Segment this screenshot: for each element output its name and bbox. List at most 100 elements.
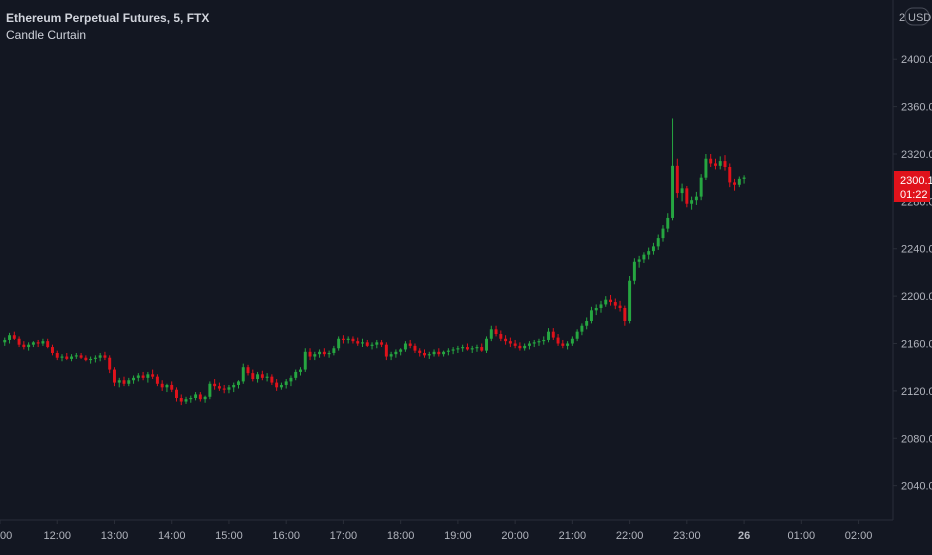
candle-body	[79, 355, 83, 358]
candle	[12, 331, 16, 340]
currency-badge[interactable]	[904, 7, 930, 26]
price-tick-label: 2040.0	[901, 481, 932, 493]
last-price-tag: 2300.1 01:22	[894, 171, 932, 202]
candle-body	[136, 375, 140, 378]
candle-body	[246, 367, 250, 374]
candle	[227, 384, 231, 394]
candle-body	[465, 347, 469, 350]
indicator-name[interactable]: Candle Curtain	[6, 28, 87, 42]
candle-body	[470, 348, 474, 350]
candle	[141, 371, 145, 381]
candle	[365, 339, 369, 348]
candle	[127, 377, 131, 387]
candle	[733, 178, 737, 191]
candle	[217, 382, 221, 391]
candle	[527, 341, 531, 350]
candle	[74, 352, 78, 359]
candle	[208, 381, 212, 400]
candle-body	[132, 377, 136, 381]
candle-body	[489, 329, 493, 339]
candle-body	[127, 380, 131, 384]
price-axis[interactable]: 2040.02080.02120.02160.02200.02240.02280…	[893, 54, 932, 493]
candle	[446, 348, 450, 356]
candle-body	[671, 165, 675, 218]
candle-body	[36, 342, 40, 344]
candle	[289, 375, 293, 387]
candle	[575, 329, 579, 342]
candle	[17, 336, 21, 348]
candle	[112, 367, 116, 387]
candle-body	[217, 386, 221, 389]
candle-body	[189, 397, 193, 400]
candle-body	[713, 163, 717, 166]
candle	[423, 349, 426, 358]
candle-body	[27, 344, 31, 348]
time-tick-label: 00	[0, 530, 12, 542]
candle-body	[375, 342, 379, 345]
candle-body	[31, 342, 35, 345]
candle	[613, 298, 617, 310]
candle-body	[656, 238, 660, 247]
candle	[308, 348, 312, 361]
candle	[394, 349, 398, 358]
candle	[389, 351, 393, 361]
candle-body	[666, 217, 670, 229]
candle	[46, 338, 50, 349]
candle	[609, 294, 613, 306]
candle-body	[8, 335, 12, 340]
candle-body	[146, 374, 150, 378]
candle-body	[585, 321, 589, 326]
price-tick-label: 2320.0	[901, 149, 932, 161]
candle-body	[332, 348, 336, 353]
candle-body	[704, 158, 708, 178]
candle-body	[432, 351, 436, 355]
candle-body	[389, 354, 393, 357]
symbol-title[interactable]: Ethereum Perpetual Futures, 5, FTX	[6, 11, 210, 25]
candle	[427, 351, 431, 359]
candle	[65, 352, 69, 361]
candle-body	[213, 383, 217, 387]
candle-body	[399, 349, 403, 352]
candle	[117, 377, 121, 388]
candle-body	[55, 352, 59, 358]
candle-body	[451, 349, 455, 351]
candle	[723, 155, 727, 171]
candle-body	[408, 343, 412, 346]
candle	[399, 348, 403, 356]
candle	[566, 341, 570, 350]
candle	[284, 379, 288, 389]
candle	[604, 296, 608, 307]
candle-body	[356, 341, 360, 344]
candle	[418, 348, 422, 357]
candle-body	[609, 299, 613, 303]
candle-body	[284, 381, 288, 385]
time-axis[interactable]: 00 12:00 13:00 14:00 15:00 16:00 17:00 18:00 19:…	[0, 520, 872, 542]
candle	[146, 371, 150, 383]
candle-body	[637, 259, 641, 262]
candle	[456, 345, 460, 353]
candle	[642, 252, 646, 263]
time-tick-label: 20:00	[501, 530, 529, 542]
candle-body	[423, 352, 426, 356]
candle-body	[504, 338, 508, 342]
time-tick-label: 17:00	[330, 530, 358, 542]
candle-body	[380, 342, 384, 345]
candle	[580, 323, 584, 336]
candle	[189, 395, 193, 403]
candle	[537, 338, 541, 346]
candle-body	[346, 338, 350, 340]
currency-label[interactable]: 2 USD	[899, 7, 931, 26]
candle-body	[542, 339, 546, 342]
candle	[160, 380, 164, 391]
candle-body	[108, 357, 112, 370]
candle	[675, 158, 679, 198]
candle-body	[403, 343, 407, 350]
candle-body	[327, 352, 331, 355]
candle-body	[160, 383, 164, 388]
candle	[170, 381, 174, 393]
candle	[432, 349, 436, 357]
candle	[709, 153, 713, 168]
time-tick-label: 22:00	[616, 530, 644, 542]
